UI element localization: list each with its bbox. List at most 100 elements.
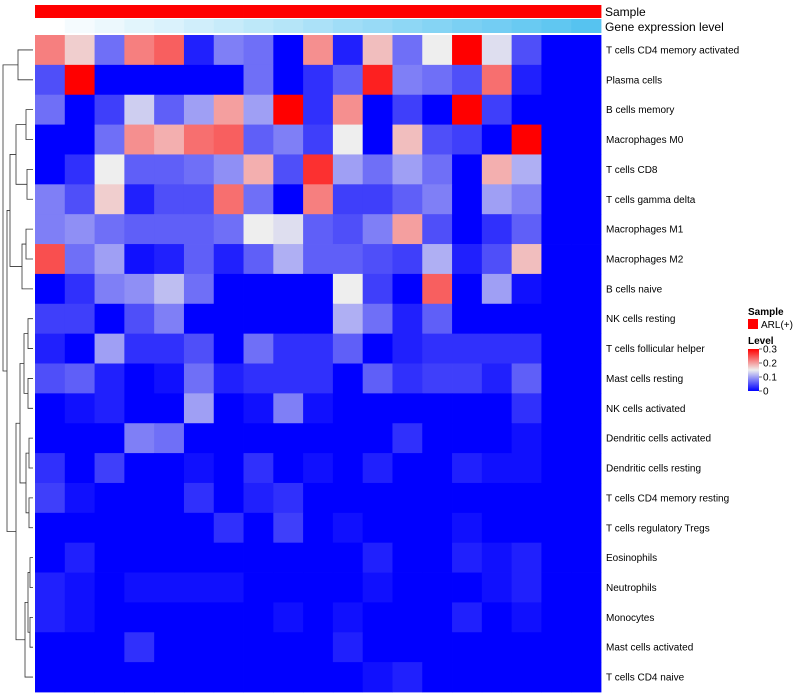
sample-annotation-cell — [35, 5, 66, 18]
heatmap-cell — [362, 184, 393, 215]
heatmap-cell — [332, 632, 364, 663]
heatmap-cell — [213, 393, 244, 424]
expression-annotation-cell — [154, 19, 185, 33]
heatmap-cell — [213, 184, 244, 215]
legend-tick-label: 0 — [763, 387, 769, 398]
row-label: B cells memory — [606, 105, 674, 116]
heatmap-cell — [452, 124, 483, 155]
heatmap-cell — [213, 363, 244, 394]
heatmap-cell — [243, 64, 274, 96]
heatmap-cell — [452, 542, 483, 573]
dendrogram-branch — [19, 363, 26, 484]
heatmap-cell — [571, 602, 602, 633]
heatmap-cell — [422, 154, 453, 185]
heatmap-cell — [154, 124, 185, 155]
expression-annotation-cell — [243, 19, 274, 33]
heatmap-cell — [94, 244, 125, 275]
heatmap-cell — [452, 244, 483, 275]
heatmap-cell — [35, 333, 66, 364]
heatmap-cell — [273, 333, 304, 364]
heatmap-cell — [35, 572, 66, 603]
heatmap-cell — [422, 124, 453, 155]
heatmap-cell — [124, 632, 155, 663]
heatmap-cell — [452, 64, 483, 96]
heatmap-cell — [452, 273, 483, 305]
heatmap-cell — [362, 124, 393, 155]
dendrogram-branch — [25, 228, 33, 260]
heatmap-cell — [35, 64, 66, 96]
heatmap-cell — [362, 453, 393, 484]
heatmap-cell — [94, 214, 125, 245]
heatmap-cell — [64, 214, 95, 245]
heatmap-cell — [332, 214, 364, 245]
heatmap-cell — [183, 602, 215, 633]
heatmap-cell — [303, 482, 334, 514]
heatmap-cell — [273, 94, 304, 125]
heatmap-cell — [511, 363, 542, 394]
heatmap-cell — [213, 303, 244, 335]
heatmap-cell — [213, 214, 244, 245]
heatmap-cell — [154, 303, 185, 335]
expression-annotation-cell — [35, 19, 66, 33]
heatmap-cell — [541, 154, 572, 185]
heatmap-cell — [124, 35, 155, 66]
heatmap-cell — [273, 572, 304, 603]
heatmap-cell — [35, 94, 66, 125]
heatmap-cell — [243, 662, 274, 693]
heatmap-cell — [511, 542, 542, 573]
heatmap-cell — [452, 184, 483, 215]
heatmap-cell — [124, 184, 155, 215]
heatmap-cell — [392, 333, 423, 364]
heatmap-cell — [452, 602, 483, 633]
heatmap-cell — [35, 214, 66, 245]
heatmap-cell — [422, 214, 453, 245]
legend-level-title: Level — [748, 336, 774, 347]
heatmap-cell — [303, 35, 334, 66]
heatmap-cell — [332, 542, 364, 573]
heatmap-cell — [452, 662, 483, 693]
heatmap-cell — [481, 154, 513, 185]
heatmap-cell — [94, 662, 125, 693]
heatmap-cell — [362, 214, 393, 245]
expression-annotation-cell — [273, 19, 304, 33]
heatmap-cell — [303, 273, 334, 305]
heatmap-cell — [481, 512, 513, 544]
heatmap-cell — [571, 214, 602, 245]
annotation-label-sample: Sample — [605, 5, 646, 19]
heatmap-cell — [154, 363, 185, 394]
heatmap-cell — [35, 393, 66, 424]
expression-annotation-cell — [303, 19, 334, 33]
row-label: Eosinophils — [606, 553, 657, 564]
heatmap-cell — [332, 363, 364, 394]
legend: Sample ARL(+) Level 0.3 0.2 0.1 0 — [748, 307, 793, 398]
heatmap-cell — [541, 35, 572, 66]
expression-annotation-cell — [213, 19, 244, 33]
heatmap-cell — [303, 244, 334, 275]
annotation-label-gene-expression: Gene expression level — [605, 20, 724, 34]
heatmap-cell — [64, 662, 95, 693]
heatmap-cell — [213, 453, 244, 484]
heatmap-cell — [541, 393, 572, 424]
heatmap-cell — [481, 632, 513, 663]
heatmap-cell — [243, 214, 274, 245]
heatmap-cell — [422, 393, 453, 424]
row-label: Plasma cells — [606, 75, 662, 86]
heatmap-cell — [571, 273, 602, 305]
heatmap-cell — [303, 453, 334, 484]
heatmap-cell — [362, 154, 393, 185]
heatmap-cell — [183, 124, 215, 155]
heatmap-cell — [392, 64, 423, 96]
row-label: NK cells activated — [606, 404, 685, 415]
heatmap-cell — [452, 363, 483, 394]
heatmap-cell — [243, 35, 274, 66]
heatmap-cell — [35, 482, 66, 514]
sample-annotation-cell — [332, 5, 364, 18]
heatmap-cell — [541, 124, 572, 155]
heatmap-cell — [154, 482, 185, 514]
heatmap-cell — [511, 154, 542, 185]
heatmap-cell — [511, 662, 542, 693]
heatmap-cell — [571, 363, 602, 394]
heatmap-cell — [124, 423, 155, 454]
heatmap-cell — [481, 214, 513, 245]
heatmap-cell — [273, 124, 304, 155]
